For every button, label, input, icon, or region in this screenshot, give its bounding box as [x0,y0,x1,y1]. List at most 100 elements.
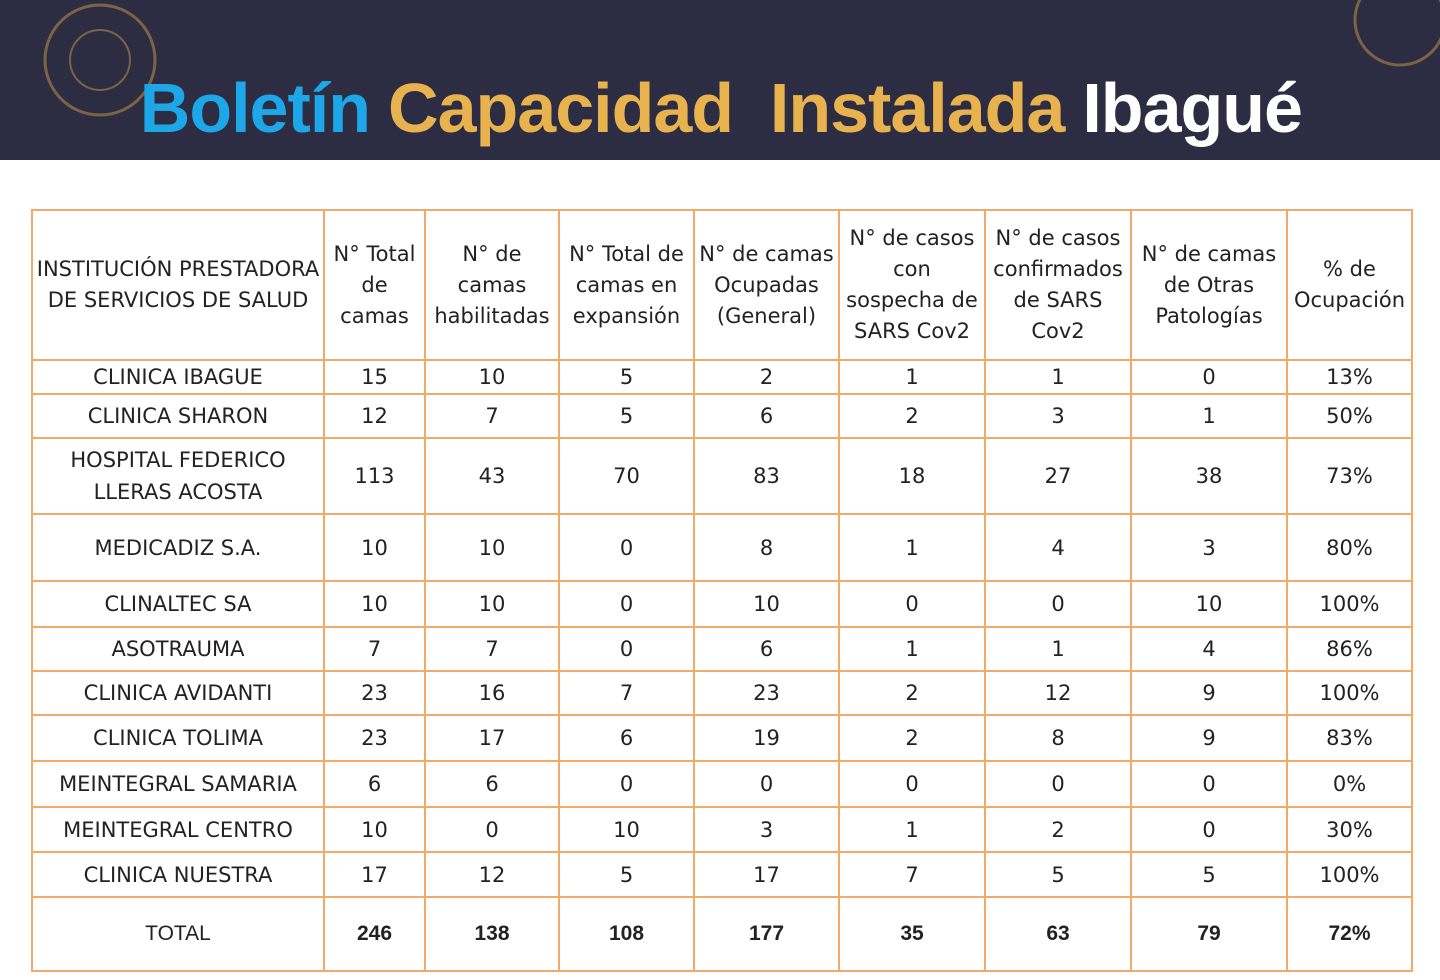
cell: 12 [984,670,1132,716]
cell: 70 [558,437,695,515]
cell: 10 [323,806,426,853]
title-part: Boletín [139,69,371,147]
cell: 1 [838,513,986,582]
cell: CLINICA TOLIMA [31,714,325,762]
cell: N° de camas de Otras Patologías [1130,209,1288,361]
cell: 1 [984,626,1132,672]
data-row: CLINICA AVIDANTI 23 16 7 23 2 12 9 100% [31,670,1413,716]
cell: 86% [1286,626,1413,672]
cell: HOSPITAL FEDERICO LLERAS ACOSTA [31,437,325,515]
cell: 17 [693,851,840,898]
data-row: CLINICA TOLIMA 23 17 6 19 2 8 9 83% [31,714,1413,762]
cell: 0 [1130,760,1288,808]
cell: 0 [1130,806,1288,853]
cell: 50% [1286,393,1413,439]
cell: 5 [558,851,695,898]
cell: 23 [693,670,840,716]
cell: MEINTEGRAL SAMARIA [31,760,325,808]
title-part: Capacidad Instalada [388,69,1065,147]
header-banner: Boletín Capacidad Instalada Ibagué [0,0,1440,160]
cell: 6 [693,393,840,439]
cell: 27 [984,437,1132,515]
cell: 2 [984,806,1132,853]
cell: 2 [838,670,986,716]
cell: 1 [838,806,986,853]
cell: 138 [424,896,560,972]
cell: 5 [1130,851,1288,898]
cell: 7 [838,851,986,898]
cell: 35 [838,896,986,972]
cell: 3 [693,806,840,853]
cell: 9 [1130,714,1288,762]
cell: 79 [1130,896,1288,972]
cell: ASOTRAUMA [31,626,325,672]
cell: 0 [558,760,695,808]
cell: 80% [1286,513,1413,582]
cell: 10 [558,806,695,853]
cell: 10 [1130,580,1288,628]
cell: 23 [323,714,426,762]
data-row: MEINTEGRAL CENTRO 10 0 10 3 1 2 0 30% [31,806,1413,853]
cell: 2 [693,359,840,395]
cell: 7 [424,393,560,439]
cell: 0 [424,806,560,853]
cell: INSTITUCIÓN PRESTADORA DE SERVICIOS DE S… [31,209,325,361]
cell: 12 [424,851,560,898]
cell: 10 [424,580,560,628]
cell: 2 [838,714,986,762]
cell: 38 [1130,437,1288,515]
cell: 16 [424,670,560,716]
cell: 12 [323,393,426,439]
cell: 113 [323,437,426,515]
cell: 43 [424,437,560,515]
cell: CLINICA NUESTRA [31,851,325,898]
cell: 7 [323,626,426,672]
data-row: MEDICADIZ S.A. 10 10 0 8 1 4 3 80% [31,513,1413,582]
cell: 6 [424,760,560,808]
cell: 2 [838,393,986,439]
cell: 10 [424,359,560,395]
cell: N° de camas Ocupadas (General) [693,209,840,361]
cell: 4 [984,513,1132,582]
cell: 1 [984,359,1132,395]
cell: N° Total de camas en expansión [558,209,695,361]
cell: 0 [693,760,840,808]
cell: 3 [1130,513,1288,582]
cell: CLINALTEC SA [31,580,325,628]
cell: 1 [1130,393,1288,439]
cell: 5 [558,359,695,395]
cell: 246 [323,896,426,972]
cell: 7 [424,626,560,672]
cell: CLINICA IBAGUE [31,359,325,395]
cell: N° de camas habilitadas [424,209,560,361]
cell: 17 [424,714,560,762]
cell: 15 [323,359,426,395]
cell: N° Total de camas [323,209,426,361]
total-row: TOTAL 246 138 108 177 35 63 79 72% [31,896,1413,972]
cell: 108 [558,896,695,972]
cell: 5 [558,393,695,439]
cell: 6 [323,760,426,808]
cell: 0 [558,626,695,672]
cell: 1 [838,626,986,672]
cell: 8 [693,513,840,582]
data-row: MEINTEGRAL SAMARIA 6 6 0 0 0 0 0 0% [31,760,1413,808]
cell: 0 [558,513,695,582]
cell: 1 [838,359,986,395]
cell: 0 [838,760,986,808]
cell: 72% [1286,896,1413,972]
cell: 3 [984,393,1132,439]
cell: 8 [984,714,1132,762]
cell: 9 [1130,670,1288,716]
cell: 5 [984,851,1132,898]
cell: CLINICA SHARON [31,393,325,439]
cell: 63 [984,896,1132,972]
cell: 83% [1286,714,1413,762]
cell: 100% [1286,851,1413,898]
cell: 0 [838,580,986,628]
data-row: CLINALTEC SA 10 10 0 10 0 0 10 100% [31,580,1413,628]
cell: 6 [558,714,695,762]
cell: 13% [1286,359,1413,395]
cell: 0 [984,760,1132,808]
